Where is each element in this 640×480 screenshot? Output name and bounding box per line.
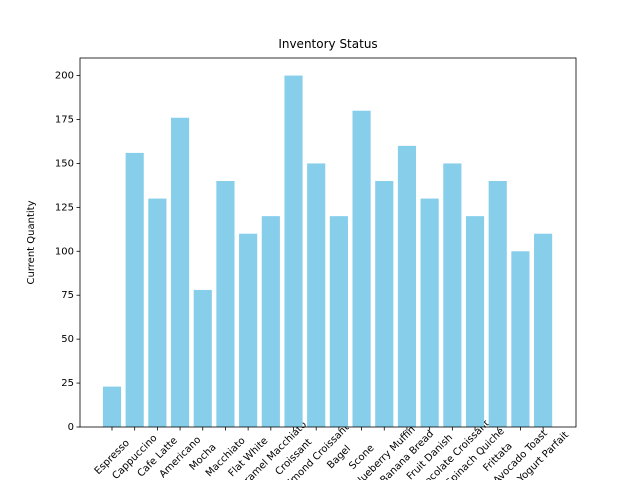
bar xyxy=(443,163,462,427)
bar xyxy=(193,289,212,427)
bar xyxy=(465,216,485,427)
y-tick-label: 75 xyxy=(61,290,74,301)
axes-frame xyxy=(79,57,577,428)
bar xyxy=(239,233,258,427)
bar xyxy=(125,152,144,427)
bar xyxy=(488,181,507,427)
y-tick-label: 175 xyxy=(55,115,74,126)
y-tick-label: 150 xyxy=(55,158,74,169)
bar xyxy=(216,181,235,427)
bar xyxy=(148,198,167,427)
bar xyxy=(170,117,190,427)
bar xyxy=(352,110,371,427)
bar xyxy=(329,216,348,427)
y-tick-label: 200 xyxy=(55,71,74,82)
bar xyxy=(511,251,530,427)
bar xyxy=(307,163,326,427)
bar xyxy=(102,386,122,427)
bar xyxy=(375,181,394,427)
bar xyxy=(397,145,417,427)
y-tick-label: 100 xyxy=(55,246,74,257)
chart-title: Inventory Status xyxy=(278,37,377,51)
y-tick-label: 50 xyxy=(61,334,74,345)
bar xyxy=(534,233,553,427)
bar xyxy=(261,216,280,427)
bar xyxy=(284,75,303,428)
bar xyxy=(420,198,439,427)
y-axis-label: Current Quantity xyxy=(26,200,37,284)
y-tick-label: 125 xyxy=(55,202,74,213)
y-tick-label: 0 xyxy=(68,422,74,433)
y-tick-label: 25 xyxy=(61,378,74,389)
